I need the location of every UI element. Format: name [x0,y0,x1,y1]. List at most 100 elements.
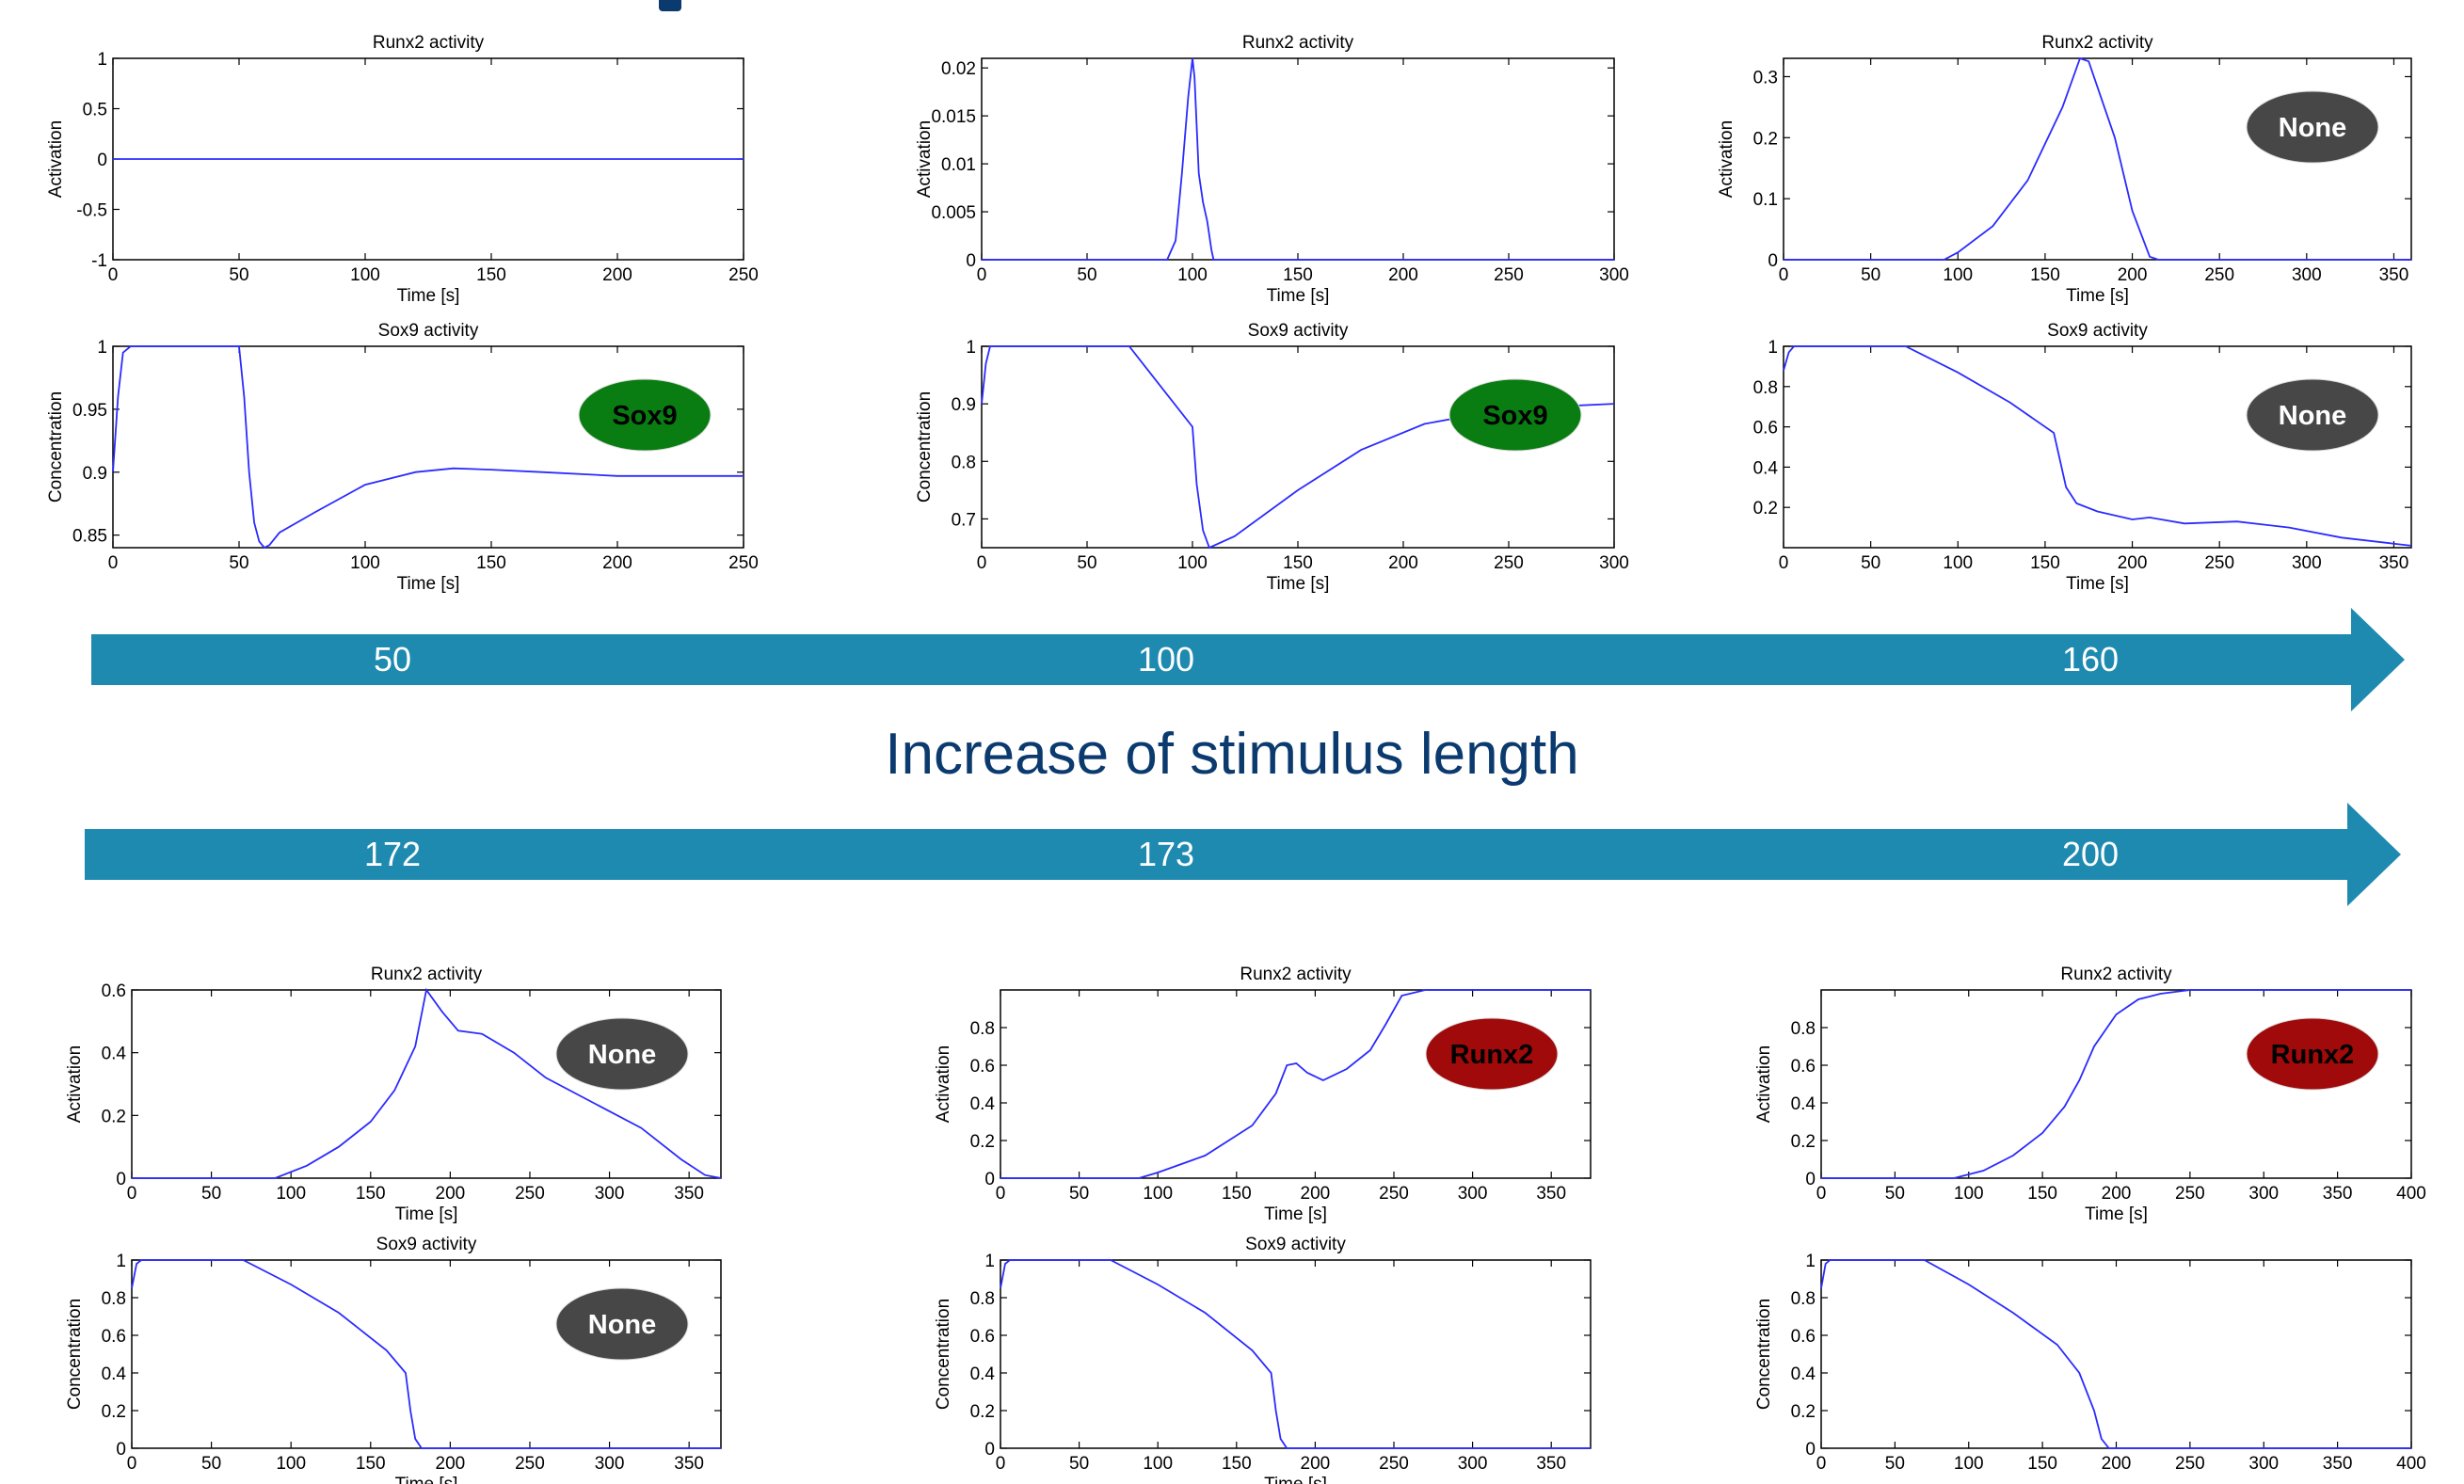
x-tick-label: 250 [728,265,759,285]
x-tick-label: 50 [1885,1184,1905,1204]
y-tick-label: 0.4 [102,1045,127,1064]
x-tick-label: 0 [1816,1454,1827,1474]
x-tick-label: 300 [2292,265,2322,285]
x-tick-label: 300 [2292,553,2322,573]
x-axis-label: Time [s] [2066,286,2129,306]
y-tick-label: 0.2 [1753,129,1778,149]
data-line [1820,1259,2411,1449]
x-tick-label: 250 [2175,1184,2205,1204]
chart-title: Sox9 activity [2047,321,2148,341]
y-tick-label: 0.2 [970,1132,995,1152]
chart-title: Sox9 activity [1248,321,1349,341]
x-tick-label: 0 [996,1184,1006,1204]
y-tick-label: 1 [116,1252,126,1271]
y-tick-label: 0 [984,1170,995,1189]
y-axis-label: Activation [1754,1045,1774,1123]
y-tick-label: 0.8 [1791,1019,1816,1039]
x-tick-label: 200 [436,1454,466,1474]
y-tick-label: 0.3 [1753,68,1778,88]
x-tick-label: 350 [2323,1184,2353,1204]
y-tick-label: 0.01 [941,155,976,175]
y-tick-label: 0.005 [931,203,976,223]
x-tick-label: 50 [201,1454,221,1474]
x-tick-label: 300 [595,1184,625,1204]
x-tick-label: 150 [1222,1454,1252,1474]
x-tick-label: 0 [108,265,119,285]
x-tick-label: 0 [1779,553,1789,573]
x-tick-label: 250 [1494,265,1524,285]
y-tick-label: 0.8 [970,1289,995,1309]
chart-title: Runx2 activity [2060,965,2172,984]
badge-shape [1425,1017,1559,1091]
y-tick-label: 0.9 [952,395,976,415]
x-tick-label: 50 [1861,553,1880,573]
arrow-label: 173 [1138,835,1194,873]
x-tick-label: 350 [1536,1184,1566,1204]
x-tick-label: 150 [1283,265,1313,285]
chart-panel: 0 50 100 150 200 250 -1 -0.5 0 0.5 1 Runx2 activity… [46,33,759,306]
y-tick-label: 1 [1768,338,1778,358]
chart-panel: 0 50 100 150 200 250 300 350 0 0.2 0.4 0.6 0.8 1 Sox9 … [934,1235,1592,1484]
outcome-badge: None [555,1287,689,1361]
x-tick-label: 150 [1222,1184,1252,1204]
x-axis-label: Time [s] [1267,286,1330,306]
x-tick-label: 250 [728,553,759,573]
y-axis-label: Concentration [46,391,66,503]
y-tick-label: 0 [984,1440,995,1460]
x-tick-label: 200 [436,1184,466,1204]
y-axis-label: Activation [65,1045,85,1123]
badge-shape [555,1287,689,1361]
y-tick-label: 0.9 [83,464,107,484]
y-tick-label: 0.4 [1791,1094,1816,1114]
x-axis-label: Time [s] [395,1205,458,1224]
badge-label: None [2279,113,2347,143]
x-tick-label: 150 [2030,265,2060,285]
y-tick-label: 0.8 [1791,1289,1816,1309]
data-line [1821,989,2411,1179]
y-tick-label: 0.2 [970,1402,995,1422]
x-axis-label: Time [s] [397,574,460,594]
x-tick-label: 0 [1779,265,1789,285]
x-tick-label: 0 [127,1184,137,1204]
chart-title: Runx2 activity [371,965,483,984]
y-tick-label: 0.6 [102,981,126,1001]
x-tick-label: 350 [2323,1454,2353,1474]
badge-shape [1448,378,1582,452]
badge-label: None [588,1310,657,1340]
outcome-badge: Runx2 [1425,1017,1559,1091]
y-tick-label: 0.6 [970,1327,995,1347]
x-tick-label: 300 [2248,1454,2279,1474]
y-tick-label: -1 [91,251,107,271]
y-tick-label: 0.5 [83,101,107,120]
x-tick-label: 350 [1536,1454,1566,1474]
y-axis-label: Concentration [65,1299,85,1410]
x-tick-label: 100 [1177,553,1208,573]
data-line [132,987,722,1179]
chart-panel: 0 50 100 150 200 250 300 350 400 0 0.2 0.4 0.6 0.8 1 Co… [1754,1252,2426,1474]
chart-title: Runx2 activity [1240,965,1352,984]
x-tick-label: 300 [1458,1184,1488,1204]
y-tick-label: 0.95 [72,401,107,421]
outcome-badge: None [2246,90,2379,164]
data-line [1000,1259,1591,1449]
x-tick-label: 250 [2204,265,2234,285]
badge-shape [555,1017,689,1091]
y-axis-label: Concentration [934,1299,953,1410]
chart-title: Sox9 activity [1245,1235,1346,1254]
x-tick-label: 150 [1283,553,1313,573]
y-tick-label: 0.6 [970,1057,995,1077]
chart-panel: 0 50 100 150 200 250 300 350 0 0.2 0.4 0.6 Runx2 act… [65,965,722,1224]
stimulus-arrow: 50 100 160 [91,608,2405,711]
x-axis-label: Time [s] [1267,574,1330,594]
x-tick-label: 0 [127,1454,137,1474]
y-axis-label: Activation [915,120,935,198]
x-tick-label: 100 [1143,1454,1173,1474]
x-tick-label: 150 [476,265,506,285]
x-tick-label: 350 [674,1184,704,1204]
x-tick-label: 100 [350,265,380,285]
badge-label: Runx2 [1450,1040,1534,1070]
y-tick-label: 0.8 [1753,378,1778,398]
chart-title: Runx2 activity [2041,33,2153,53]
arrow-label: 160 [2062,640,2119,678]
